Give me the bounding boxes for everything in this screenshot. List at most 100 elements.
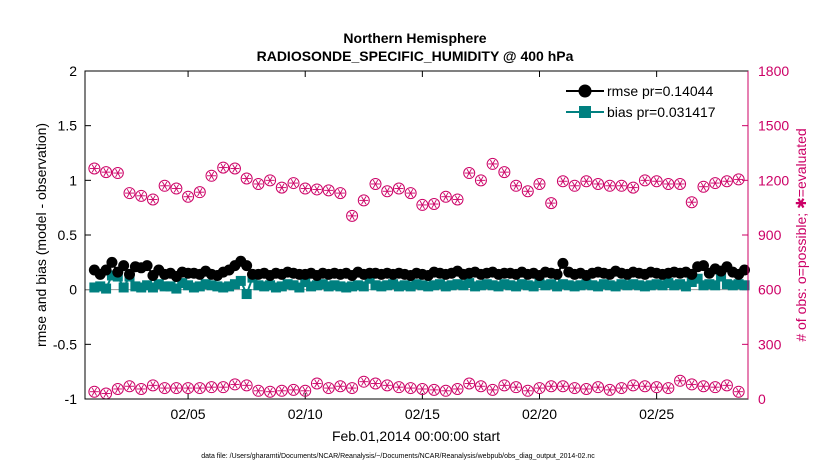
obs-possible-marker: [264, 385, 277, 398]
obs-point: [580, 382, 593, 395]
obs-point: [521, 384, 534, 397]
obs-evaluated-marker: [712, 178, 718, 188]
y-left-tick-label: 0: [69, 282, 77, 298]
bias-point: [575, 280, 586, 291]
obs-possible-marker: [474, 174, 487, 187]
obs-possible-marker: [346, 209, 359, 222]
obs-evaluated-marker: [220, 163, 226, 172]
obs-point: [545, 380, 558, 393]
bias-point: [505, 280, 516, 291]
rmse-point: [100, 264, 112, 276]
obs-evaluated-marker: [735, 387, 742, 396]
bias-point: [657, 280, 668, 291]
bias-point: [206, 280, 217, 291]
obs-possible-marker: [416, 382, 429, 395]
bias-point: [593, 281, 604, 292]
obs-possible-marker: [334, 187, 347, 200]
rmse-point: [557, 257, 569, 269]
bias-point: [464, 278, 475, 289]
obs-point: [603, 179, 616, 192]
obs-point: [158, 179, 171, 192]
bias-point: [95, 281, 106, 292]
bias-point: [130, 281, 141, 292]
obs-point: [111, 167, 124, 180]
obs-point: [627, 379, 640, 392]
obs-possible-marker: [685, 378, 698, 391]
obs-possible-marker: [287, 383, 300, 396]
obs-point: [287, 177, 300, 190]
obs-possible-marker: [275, 384, 288, 397]
obs-point: [299, 384, 312, 397]
bias-point: [282, 279, 293, 290]
obs-evaluated-marker: [525, 187, 531, 196]
obs-point: [685, 378, 698, 391]
obs-possible-marker: [275, 181, 288, 194]
obs-possible-marker: [310, 183, 323, 196]
obs-evaluated-marker: [208, 171, 215, 180]
obs-possible-marker: [416, 198, 429, 211]
bias-point: [534, 278, 545, 289]
obs-possible-marker: [685, 196, 698, 209]
obs-point: [369, 177, 382, 190]
obs-point: [720, 175, 733, 188]
rmse-point: [106, 256, 118, 268]
bias-point: [118, 282, 129, 293]
obs-evaluated-marker: [349, 383, 355, 393]
obs-possible-marker: [322, 184, 335, 197]
obs-possible-marker: [650, 175, 663, 188]
bias-point: [165, 281, 176, 292]
obs-evaluated-marker: [525, 386, 531, 395]
obs-possible-marker: [428, 198, 441, 211]
obs-point: [100, 166, 113, 179]
bias-point: [276, 281, 287, 292]
bias-point: [552, 281, 563, 292]
bias-point: [710, 280, 721, 291]
y-right-tick-label: 1200: [758, 172, 789, 188]
bias-point: [721, 279, 732, 290]
bias-point: [188, 282, 199, 293]
bias-point: [692, 273, 703, 284]
obs-possible-marker: [709, 177, 722, 190]
bias-point: [183, 280, 194, 291]
obs-possible-marker: [556, 175, 569, 188]
bias-point: [241, 289, 252, 300]
bias-point: [417, 280, 428, 291]
bias-point: [522, 280, 533, 291]
obs-possible-marker: [217, 381, 230, 394]
obs-point: [252, 384, 265, 397]
y-left-tick-label: 1: [69, 172, 77, 188]
obs-evaluated-marker: [677, 376, 683, 385]
obs-point: [146, 379, 159, 392]
bias-point: [393, 281, 404, 292]
obs-evaluated-marker: [431, 385, 437, 395]
obs-evaluated-marker: [466, 379, 472, 388]
legend-bias-marker: [579, 106, 591, 118]
obs-possible-marker: [592, 177, 605, 190]
legend-rmse-label: rmse pr=0.14044: [607, 83, 713, 99]
obs-possible-marker: [88, 385, 101, 398]
bias-point: [358, 281, 369, 292]
bias-point: [528, 281, 539, 292]
bias-point: [511, 281, 522, 292]
bias-point: [347, 281, 358, 292]
bias-point: [311, 280, 322, 291]
obs-point: [638, 380, 651, 393]
obs-point: [88, 385, 101, 398]
obs-point: [404, 382, 417, 395]
legend-rmse-marker: [578, 84, 592, 98]
obs-possible-marker: [486, 383, 499, 396]
obs-evaluated-marker: [314, 185, 320, 194]
bias-point: [300, 277, 311, 288]
obs-point: [650, 175, 663, 188]
bias-point: [481, 279, 492, 290]
bias-point: [265, 280, 276, 291]
bias-point: [680, 281, 691, 292]
obs-point: [486, 383, 499, 396]
obs-possible-marker: [556, 380, 569, 393]
obs-possible-marker: [346, 382, 359, 395]
obs-point: [369, 377, 382, 390]
obs-evaluated-marker: [431, 199, 437, 209]
obs-possible-marker: [357, 375, 370, 388]
obs-evaluated-marker: [489, 159, 496, 169]
obs-possible-marker: [123, 187, 136, 200]
